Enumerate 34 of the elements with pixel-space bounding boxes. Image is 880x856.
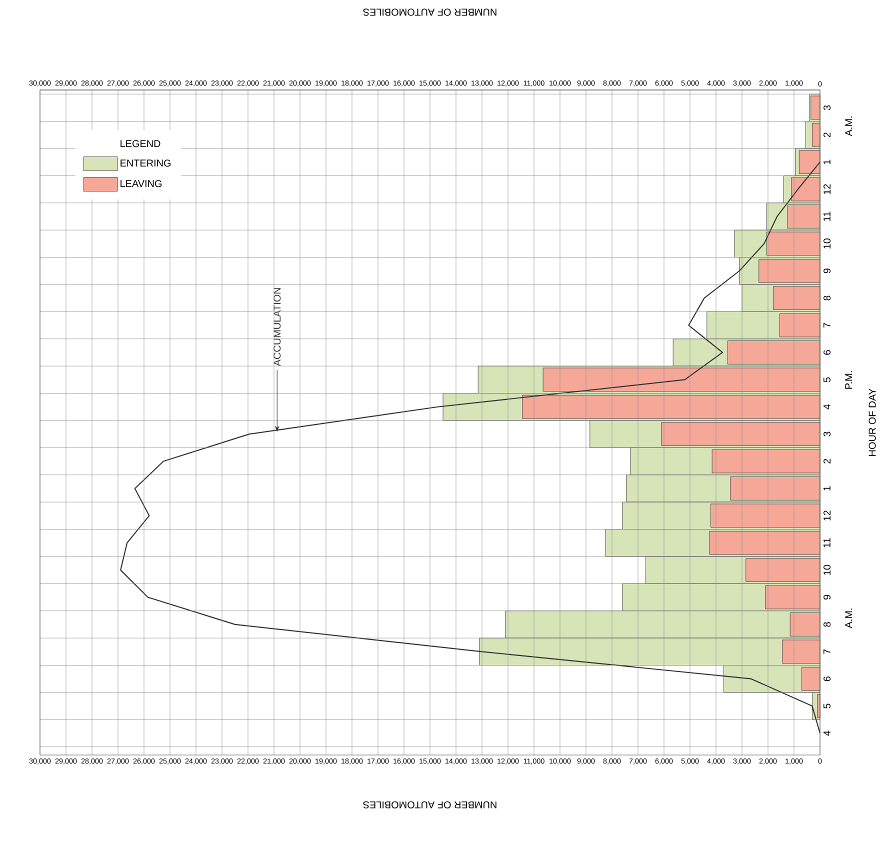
y-tick-label: 11: [824, 538, 830, 548]
y-tick-label: 8: [824, 622, 831, 627]
text: A.M.: [845, 608, 852, 628]
y-tick-label: 5: [824, 377, 830, 382]
y-tick-label: 9: [824, 594, 831, 600]
y-tick-label: 10: [824, 564, 831, 575]
y-tick-label: 4: [824, 730, 830, 736]
legend-label: LEAVING: [120, 180, 162, 188]
y-tick-label: 6: [824, 350, 831, 355]
y-tick-label: 2: [824, 132, 830, 138]
y-tick-label: 3: [824, 105, 831, 110]
y-tick-label: 12: [824, 184, 830, 194]
y-tick-label: 8: [824, 296, 831, 300]
y-tick-label: 9: [824, 268, 831, 274]
text: P.M.: [845, 371, 852, 389]
text: ACCUMULATION: [274, 288, 281, 366]
x-axis-title: NUMBER OF AUTOMOBILES: [363, 801, 496, 808]
y-tick-label: 5: [824, 704, 830, 708]
x2-axis-title: NUMBER OF AUTOMOBILES: [363, 8, 496, 16]
y-tick-label: 11: [824, 212, 830, 221]
y-tick-label: 4: [824, 404, 830, 410]
y-tick-label: 2: [824, 458, 830, 464]
y-tick-label: 1: [824, 160, 830, 164]
legend-title: LEGEND: [120, 140, 160, 148]
y-tick-label: 1: [824, 486, 830, 490]
y-tick-label: 10: [824, 238, 831, 248]
legend-label: ENTERING: [120, 160, 171, 167]
y-tick-label: 3: [824, 432, 831, 436]
text: A.M.: [845, 116, 852, 136]
y-tick-label: 6: [824, 676, 831, 682]
y-tick-label: 7: [824, 322, 830, 328]
y-tick-label: 12: [824, 510, 830, 520]
y-tick-label: 7: [824, 649, 830, 654]
y-axis-title: HOUR OF DAY: [868, 388, 876, 456]
